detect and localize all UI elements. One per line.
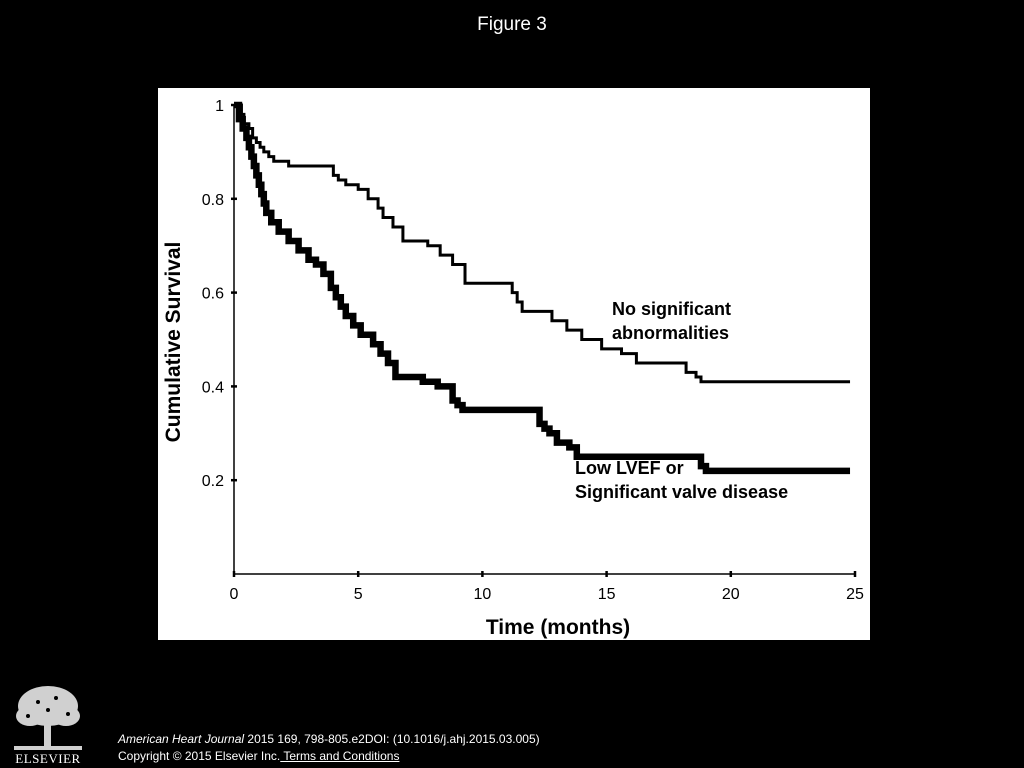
slide-title: Figure 3 — [477, 14, 547, 35]
axes: 0 5 10 15 20 25 0.2 0.4 0.6 0.8 1 Time (months) Cumu… — [162, 98, 864, 639]
series-label-line: abnormalities — [612, 323, 729, 343]
series-label-line: No significant — [612, 299, 731, 319]
x-tick-label: 5 — [354, 586, 363, 603]
x-tick-label: 20 — [722, 586, 740, 603]
series-label-line: Significant valve disease — [575, 482, 788, 502]
journal-name: American Heart Journal — [118, 732, 245, 746]
series-label-line: Low LVEF or — [575, 458, 684, 478]
chart-panel: 0 5 10 15 20 25 0.2 0.4 0.6 0.8 1 Time (months) Cumu… — [158, 88, 870, 640]
elsevier-logo: ELSEVIER — [14, 686, 82, 766]
y-tick-label: 0.2 — [202, 473, 224, 490]
citation-details: 2015 169, 798-805.e2DOI: (10.1016/j.ahj.… — [244, 732, 540, 746]
x-tick-label: 15 — [598, 586, 616, 603]
logo-wordmark: ELSEVIER — [15, 751, 80, 766]
citation-block: American Heart Journal 2015 169, 798-805… — [118, 731, 540, 765]
tree-icon — [14, 686, 82, 750]
x-axis-title: Time (months) — [486, 616, 630, 639]
survival-chart: 0 5 10 15 20 25 0.2 0.4 0.6 0.8 1 Time (months) Cumu… — [162, 98, 864, 639]
y-tick-label: 0.6 — [202, 286, 224, 303]
terms-link[interactable]: Terms and Conditions — [280, 749, 400, 763]
citation-line: American Heart Journal 2015 169, 798-805… — [118, 731, 540, 748]
y-axis-title: Cumulative Survival — [162, 242, 185, 443]
series-layer — [234, 101, 851, 475]
y-tick-label: 0.4 — [202, 379, 224, 396]
labels: No significant abnormalities Low LVEF or Si… — [575, 299, 788, 502]
x-tick-label: 25 — [846, 586, 864, 603]
series-line-low-lvef — [234, 101, 851, 475]
y-tick-label: 1 — [215, 98, 224, 115]
x-tick-label: 10 — [474, 586, 492, 603]
x-tick-label: 0 — [230, 586, 239, 603]
series-line-no-abnormalities — [234, 103, 851, 384]
copyright-line: Copyright © 2015 Elsevier Inc. Terms and… — [118, 748, 540, 765]
copyright-text: Copyright © 2015 Elsevier Inc. — [118, 749, 281, 763]
y-tick-label: 0.8 — [202, 192, 224, 209]
